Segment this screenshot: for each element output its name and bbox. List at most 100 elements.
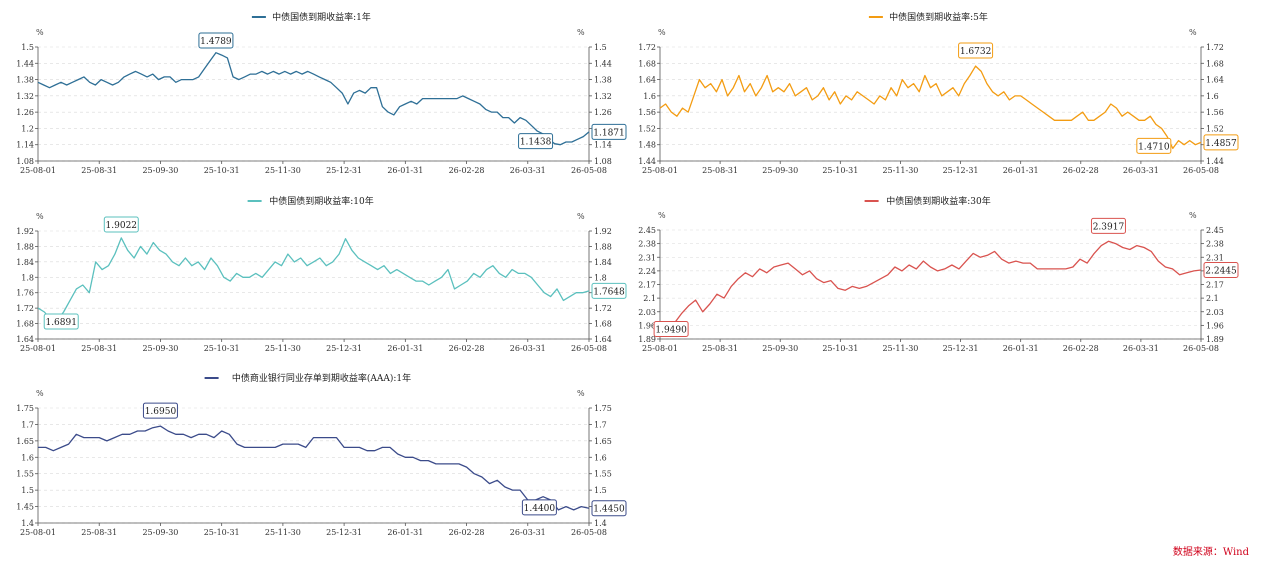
- y-unit-right: %: [1189, 28, 1197, 37]
- y-tick-label: 1.72: [16, 304, 34, 313]
- y-unit-right: %: [577, 212, 585, 221]
- series-line: [38, 425, 590, 511]
- x-tick-label: 25-09-30: [142, 344, 178, 353]
- y-tick-label-right: 1.65: [594, 437, 612, 446]
- y-tick-label: 1.68: [16, 320, 34, 329]
- y-tick-label-right: 1.64: [1206, 76, 1224, 85]
- y-tick-label: 1.08: [16, 157, 34, 166]
- annotation-box: [653, 321, 689, 338]
- y-tick-label-right: 1.89: [1206, 335, 1224, 344]
- y-tick-label-right: 1.5: [594, 486, 607, 495]
- x-tick-label: 26-02-28: [1063, 344, 1099, 353]
- y-tick-label: 1.48: [638, 141, 656, 150]
- legend-label: 中债国债到期收益率:5年: [889, 11, 988, 23]
- y-tick-label: 2.17: [638, 281, 656, 290]
- x-tick-label: 25-12-31: [326, 166, 362, 175]
- y-tick-label-right: 1.64: [594, 335, 612, 344]
- x-tick-label: 25-08-01: [20, 344, 56, 353]
- annotation-box: [958, 42, 994, 59]
- y-unit-right: %: [577, 389, 585, 398]
- series-line: [659, 65, 1202, 150]
- y-tick-label-right: 1.4: [594, 519, 607, 528]
- x-tick-label: 25-08-01: [642, 166, 678, 175]
- annotation-label: 1.7648: [593, 287, 625, 297]
- x-tick-label: 26-02-28: [1063, 166, 1099, 175]
- legend-label: 中债国债到期收益率:30年: [886, 195, 991, 207]
- x-tick-label: 26-01-31: [387, 166, 423, 175]
- x-tick-label: 26-03-31: [510, 166, 546, 175]
- data-source-note: 数据来源：Wind: [1172, 547, 1249, 558]
- y-tick-label-right: 1.88: [594, 242, 612, 251]
- y-unit-left: %: [36, 212, 44, 221]
- x-tick-label: 26-03-31: [1123, 344, 1159, 353]
- y-tick-label: 2.38: [638, 240, 656, 249]
- x-tick-label: 26-03-31: [1123, 166, 1159, 175]
- annotation-box: [1090, 217, 1126, 234]
- y-tick-label: 1.89: [638, 335, 656, 344]
- x-tick-label: 26-01-31: [387, 344, 423, 353]
- y-tick-label-right: 1.6: [594, 453, 607, 462]
- y-tick-label: 1.52: [638, 124, 656, 133]
- y-tick-label-right: 1.96: [1206, 321, 1224, 330]
- y-tick-label: 1.5: [21, 486, 34, 495]
- y-tick-label: 2.1: [643, 294, 656, 303]
- annotation-label: 1.6950: [145, 407, 177, 417]
- y-tick-label: 1.45: [16, 503, 34, 512]
- y-tick-label-right: 2.45: [1206, 226, 1224, 235]
- annotation-label: 1.6732: [960, 47, 992, 57]
- x-tick-label: 26-02-28: [449, 344, 485, 353]
- annotation-box: [591, 123, 627, 140]
- x-tick-label: 26-03-31: [510, 344, 546, 353]
- y-tick-label: 1.56: [638, 108, 656, 117]
- y-unit-left: %: [36, 389, 44, 398]
- annotation-box: [591, 282, 627, 299]
- annotation-box: [103, 216, 139, 233]
- legend-label: 中债国债到期收益率:1年: [272, 11, 371, 23]
- y-tick-label: 1.68: [638, 59, 656, 68]
- x-tick-label: 26-05-08: [571, 344, 607, 353]
- y-tick-label-right: 1.08: [594, 157, 612, 166]
- x-tick-label: 26-05-08: [571, 528, 607, 537]
- legend-label: 中债商业银行同业存单到期收益率(AAA):1年: [232, 372, 411, 384]
- x-tick-label: 25-10-31: [204, 344, 240, 353]
- annotation-box: [142, 402, 178, 419]
- y-tick-label: 2.03: [638, 308, 656, 317]
- y-tick-label-right: 1.52: [1206, 124, 1224, 133]
- annotation-label: 1.6891: [45, 318, 77, 328]
- y-tick-label: 1.84: [16, 258, 34, 267]
- x-tick-label: 25-11-30: [265, 528, 301, 537]
- x-tick-label: 26-02-28: [449, 528, 485, 537]
- y-tick-label-right: 1.6: [1206, 92, 1219, 101]
- y-tick-label: 1.88: [16, 242, 34, 251]
- annotation-box: [198, 32, 234, 49]
- annotation-label: 1.4450: [593, 505, 625, 515]
- y-tick-label-right: 1.32: [594, 92, 612, 101]
- annotation-box: [1203, 261, 1239, 278]
- y-tick-label: 1.6: [643, 92, 656, 101]
- y-tick-label-right: 1.7: [594, 420, 607, 429]
- y-tick-label: 1.2: [21, 124, 34, 133]
- y-tick-label-right: 1.56: [1206, 108, 1224, 117]
- y-tick-label-right: 2.31: [1206, 253, 1224, 262]
- x-tick-label: 25-09-30: [762, 166, 798, 175]
- y-tick-label: 1.26: [16, 108, 34, 117]
- y-tick-label-right: 1.72: [594, 304, 612, 313]
- annotation-label: 1.1871: [593, 128, 625, 138]
- y-tick-label: 2.24: [638, 267, 656, 276]
- chart-panel-1: 中债国债到期收益率:1年%%1.081.081.141.141.21.21.26…: [16, 11, 627, 175]
- chart-panel-2: 中债国债到期收益率:5年%%1.441.441.481.481.521.521.…: [638, 11, 1239, 175]
- y-tick-label-right: 1.14: [594, 141, 612, 150]
- x-tick-label: 25-08-31: [702, 166, 738, 175]
- y-tick-label: 1.32: [16, 92, 34, 101]
- x-tick-label: 26-05-08: [1183, 344, 1219, 353]
- y-tick-label-right: 1.38: [594, 76, 612, 85]
- x-tick-label: 25-11-30: [882, 166, 918, 175]
- y-tick-label: 1.64: [638, 76, 656, 85]
- annotation-label: 1.4400: [524, 504, 556, 514]
- chart-panel-5: 中债商业银行同业存单到期收益率(AAA):1年%%1.41.41.451.451…: [16, 372, 627, 537]
- x-tick-label: 25-09-30: [142, 528, 178, 537]
- annotation-label: 1.4789: [200, 37, 232, 47]
- y-tick-label-right: 2.38: [1206, 240, 1224, 249]
- y-tick-label: 1.72: [638, 43, 656, 52]
